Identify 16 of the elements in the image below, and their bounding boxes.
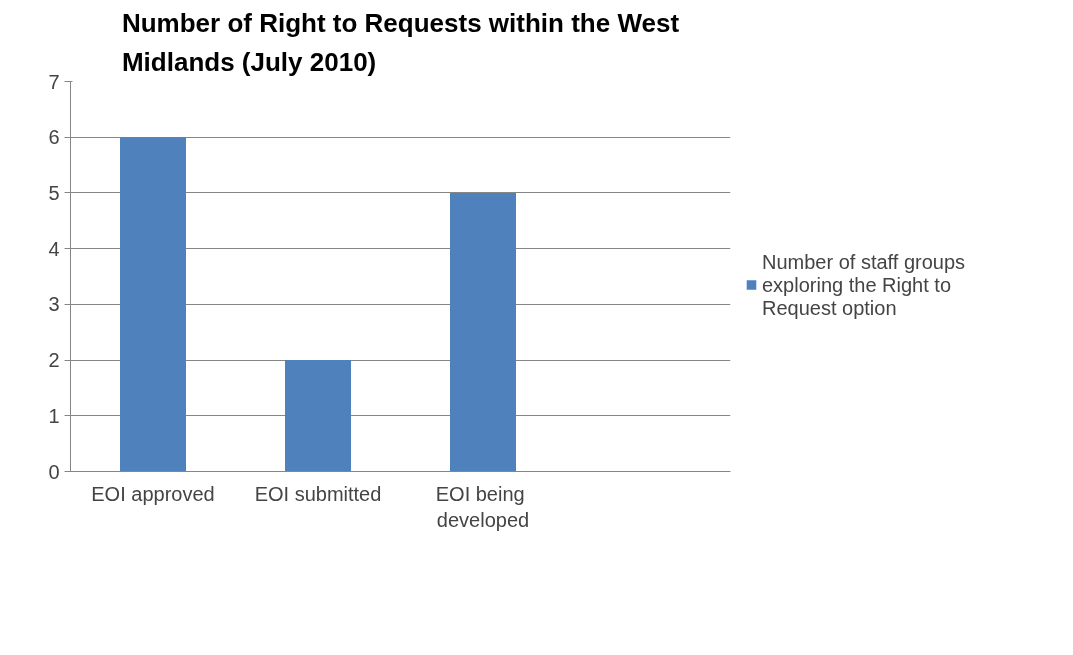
y-tick-label: 0 [48,460,60,483]
y-tick-label: 3 [48,293,60,316]
y-tick-label: 6 [48,126,60,149]
y-tick-label: 7 [48,70,60,93]
x-tick-label: EOI submitted [254,482,382,505]
y-tick-label: 1 [48,404,60,427]
x-tick-label: EOI being developed [435,482,530,531]
y-tick-label: 5 [48,181,60,204]
legend-label: Number of staff groups exploring the Right to Request option [762,250,966,319]
y-tick-label: 4 [48,237,60,260]
bar [450,192,516,472]
chart-title: Number of Right to Requests within the West Midlands (July 2010) [121,7,680,77]
x-tick-label: EOI approved [91,482,215,505]
bar [120,137,186,472]
bar [285,360,351,472]
y-tick-label: 2 [48,349,60,372]
